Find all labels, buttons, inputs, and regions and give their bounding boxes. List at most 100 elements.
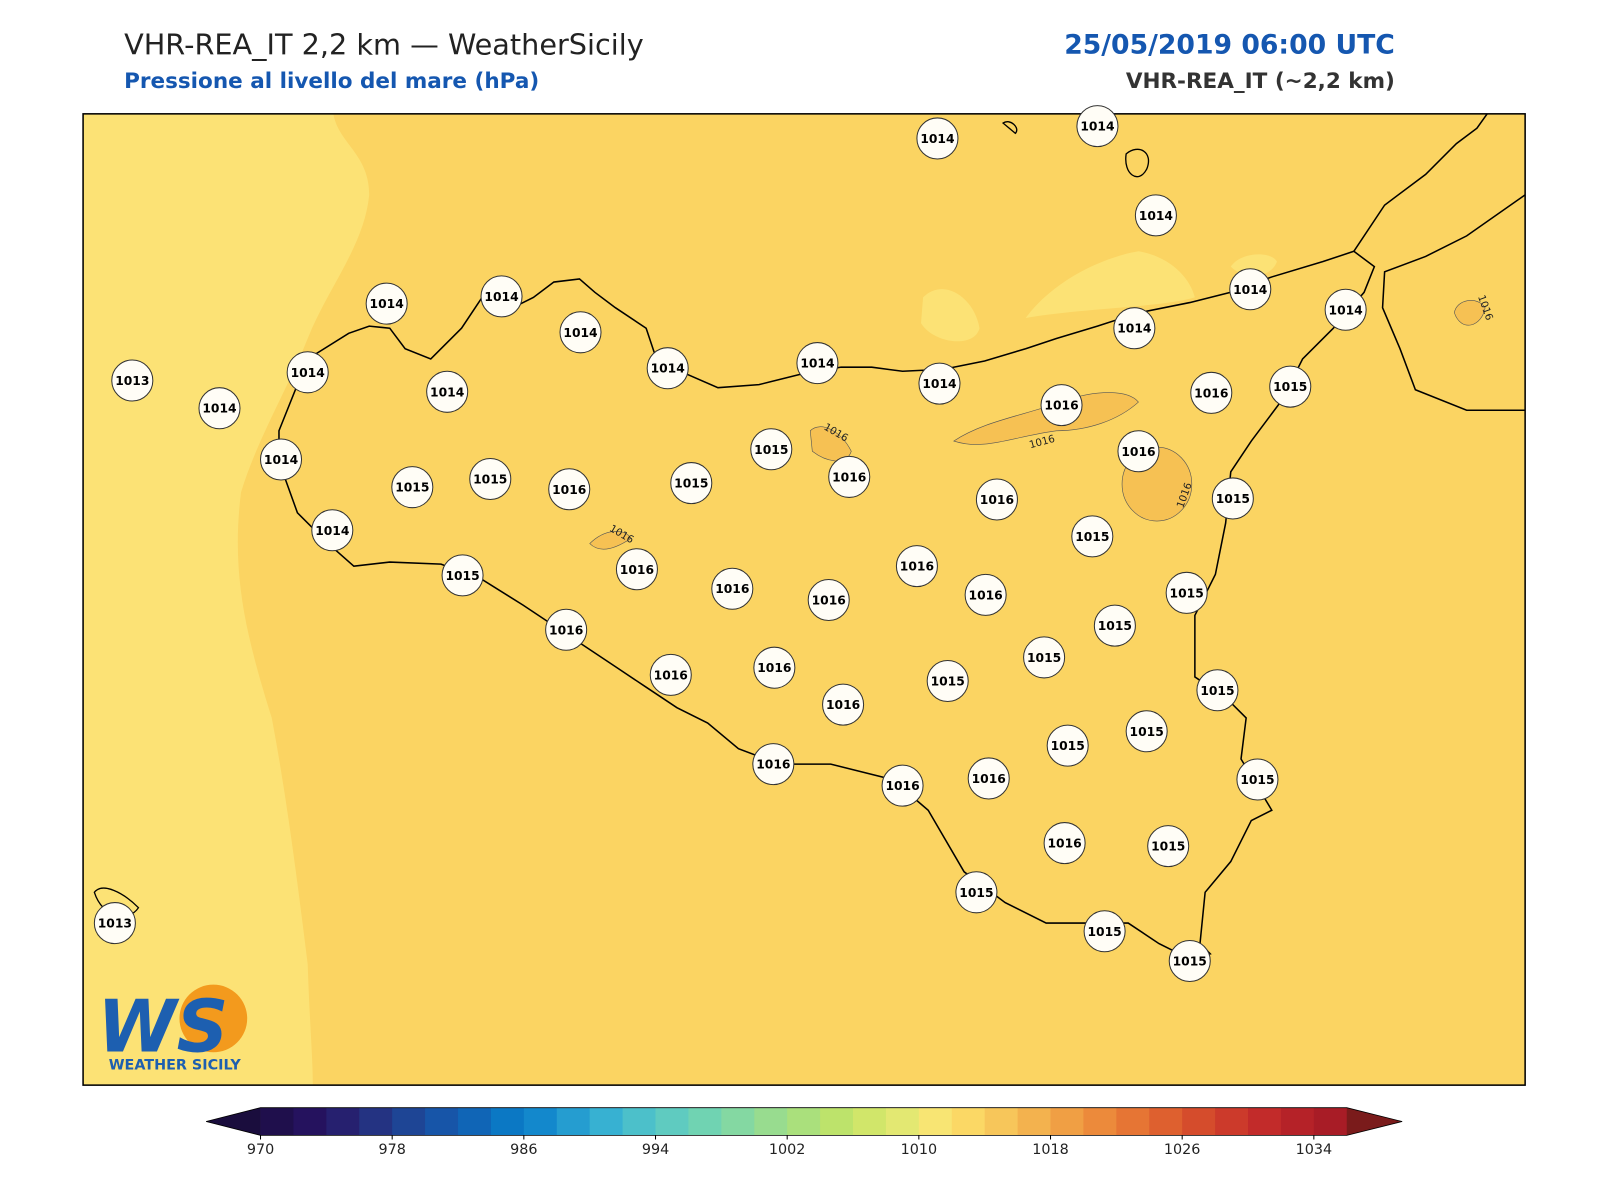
- colorbar-bin: [1182, 1107, 1216, 1136]
- station-value: 1016: [715, 582, 749, 596]
- station-marker: [822, 683, 865, 726]
- colorbar-tick-label: 1010: [901, 1142, 938, 1158]
- colorbar-bin: [1050, 1107, 1084, 1136]
- station-value: 1015: [931, 675, 965, 689]
- colorbar-bin: [951, 1107, 986, 1136]
- station-marker: [807, 578, 850, 622]
- colorbar-tick-label: 1034: [1296, 1142, 1333, 1158]
- station-value: 1014: [291, 366, 325, 380]
- station-value: 1015: [1273, 380, 1307, 394]
- station-marker: [1043, 822, 1086, 865]
- station-marker: [1040, 384, 1083, 427]
- station-marker: [1093, 604, 1136, 647]
- station-value: 1015: [1170, 586, 1204, 600]
- station-marker: [967, 757, 1010, 800]
- station-marker: [1229, 268, 1272, 311]
- colorbar-bin: [359, 1107, 393, 1136]
- station-marker: [649, 653, 692, 696]
- station-marker: [1165, 571, 1208, 614]
- colorbar-bin: [1280, 1107, 1315, 1136]
- colorbar-bin: [260, 1107, 294, 1136]
- colorbar-tick-label: 986: [510, 1142, 537, 1158]
- station-value: 1015: [1216, 492, 1250, 506]
- station-value: 1016: [552, 483, 586, 497]
- logo-name: WEATHER SICILY: [109, 1058, 242, 1074]
- station-value: 1013: [98, 917, 132, 931]
- colorbar-bin: [918, 1107, 953, 1136]
- colorbar-frame: [206, 1107, 1403, 1136]
- colorbar-under: [206, 1107, 261, 1136]
- colorbar-bin: [1149, 1107, 1183, 1136]
- title: VHR-REA_IT 2,2 km — WeatherSicily: [124, 27, 644, 61]
- station-value: 1016: [969, 588, 1003, 602]
- station-marker: [975, 478, 1018, 521]
- station-value: 1014: [1329, 303, 1363, 317]
- colorbar-bin: [293, 1107, 327, 1136]
- colorbar-bin: [688, 1107, 722, 1136]
- station-marker: [260, 438, 303, 481]
- colorbar-tick-label: 978: [378, 1142, 405, 1158]
- station-value: 1014: [202, 402, 236, 416]
- colorbar-bin: [853, 1107, 887, 1136]
- colorbar-tick-label: 1002: [769, 1142, 806, 1158]
- station-marker: [1190, 371, 1233, 414]
- colorbar: 970 978 986 994 1002 1010 1018 1026 1034: [206, 1107, 1403, 1158]
- station-marker: [1125, 710, 1168, 753]
- station-marker: [441, 554, 484, 597]
- station-marker: [111, 359, 154, 402]
- station-marker: [198, 387, 241, 430]
- station-marker: [796, 342, 839, 385]
- station-value: 1014: [264, 453, 298, 467]
- colorbar-bin: [721, 1107, 755, 1136]
- colorbar-bin: [1215, 1107, 1249, 1136]
- colorbar-bin: [1313, 1107, 1348, 1136]
- colorbar-bin: [425, 1107, 459, 1136]
- station-value: 1016: [1044, 399, 1078, 413]
- station-marker: [1168, 940, 1211, 983]
- station-marker: [480, 275, 523, 318]
- logo: WS WEATHER SICILY: [97, 984, 248, 1074]
- station-marker: [469, 457, 512, 500]
- station-marker: [93, 902, 136, 945]
- station-value: 1014: [922, 377, 956, 391]
- station-marker: [1196, 669, 1239, 712]
- station-marker: [1211, 477, 1254, 520]
- station-value: 1015: [473, 473, 507, 487]
- station-value: 1014: [920, 132, 954, 146]
- low-area: [1025, 251, 1195, 318]
- station-marker: [753, 646, 796, 689]
- station-value: 1013: [115, 374, 149, 388]
- coastline: [1381, 194, 1526, 412]
- station-value: 1014: [563, 326, 597, 340]
- station-value: 1015: [1151, 840, 1185, 854]
- colorbar-tick-label: 994: [642, 1142, 669, 1158]
- colorbar-bin: [392, 1107, 426, 1136]
- station-value: 1014: [1080, 120, 1114, 134]
- station-marker: [1117, 430, 1160, 473]
- station-value: 1016: [1194, 386, 1228, 400]
- station-marker: [311, 509, 354, 552]
- colorbar-bin: [754, 1107, 788, 1136]
- station-value: 1016: [620, 563, 654, 577]
- station-marker: [1147, 825, 1190, 868]
- logo-sun: [179, 984, 248, 1053]
- colorbar-bin: [820, 1107, 854, 1136]
- station-value: 1016: [900, 560, 934, 574]
- station-marker: [615, 548, 658, 591]
- station-value: 1014: [1117, 322, 1151, 336]
- station-value: 1014: [484, 290, 518, 304]
- coastline: [278, 250, 1376, 960]
- station-value: 1015: [754, 443, 788, 457]
- colorbar-bin: [885, 1107, 920, 1136]
- station-value: 1015: [1240, 773, 1274, 787]
- station-marker: [1324, 288, 1367, 331]
- station-value: 1014: [430, 385, 464, 399]
- station-marker: [670, 462, 713, 505]
- map-frame: [82, 113, 1526, 1086]
- station-value: 1016: [1047, 837, 1081, 851]
- colorbar-bin: [787, 1107, 821, 1136]
- station-marker: [545, 608, 588, 651]
- station-value: 1016: [832, 470, 866, 484]
- station-value: 1014: [370, 297, 404, 311]
